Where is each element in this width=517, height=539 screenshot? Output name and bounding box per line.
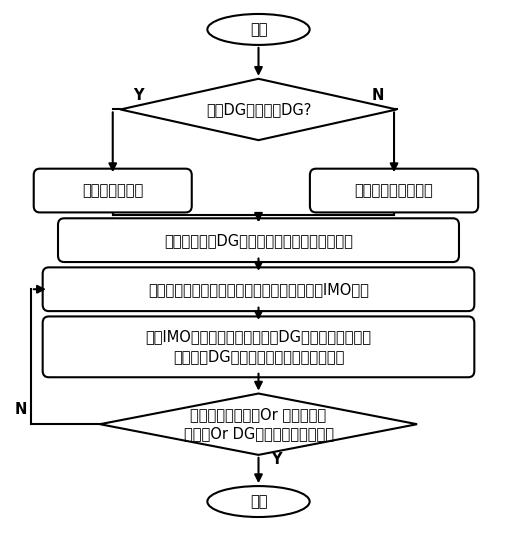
FancyBboxPatch shape — [34, 169, 192, 212]
Text: 根据IMO的值，确定配网中安装DG的最优位置，安装
并运行，DG容量和功率因数由上一步算得: 根据IMO的值，确定配网中安装DG的最优位置，安装 并运行，DG容量和功率因数由… — [145, 329, 372, 364]
FancyBboxPatch shape — [43, 267, 474, 311]
Polygon shape — [120, 79, 397, 140]
FancyBboxPatch shape — [310, 169, 478, 212]
Text: 结束: 结束 — [250, 494, 267, 509]
Text: N: N — [371, 87, 384, 102]
Text: 接入DG为可调度DG?: 接入DG为可调度DG? — [206, 102, 311, 117]
FancyBboxPatch shape — [58, 218, 459, 262]
Text: 以平均负荷计算潮流: 以平均负荷计算潮流 — [355, 183, 433, 198]
Text: 开始: 开始 — [250, 22, 267, 37]
Ellipse shape — [207, 486, 310, 517]
Text: Y: Y — [271, 452, 282, 467]
FancyBboxPatch shape — [43, 316, 474, 377]
Text: 计算出各母线DG接入最优容量及最优功率因数: 计算出各母线DG接入最优容量及最优功率因数 — [164, 233, 353, 247]
Text: Y: Y — [133, 87, 144, 102]
Text: 以峰荷计算潮流: 以峰荷计算潮流 — [82, 183, 143, 198]
Ellipse shape — [207, 14, 310, 45]
Text: 分别计算各母线按最优容量及功率因数安装时IMO的值: 分别计算各母线按最优容量及功率因数安装时IMO的值 — [148, 282, 369, 297]
Text: N: N — [14, 402, 27, 417]
Text: 任一母线电压越限Or 任一支路潮
流越限Or DG接入容量达到上限？: 任一母线电压越限Or 任一支路潮 流越限Or DG接入容量达到上限？ — [184, 407, 333, 441]
Polygon shape — [100, 393, 417, 455]
